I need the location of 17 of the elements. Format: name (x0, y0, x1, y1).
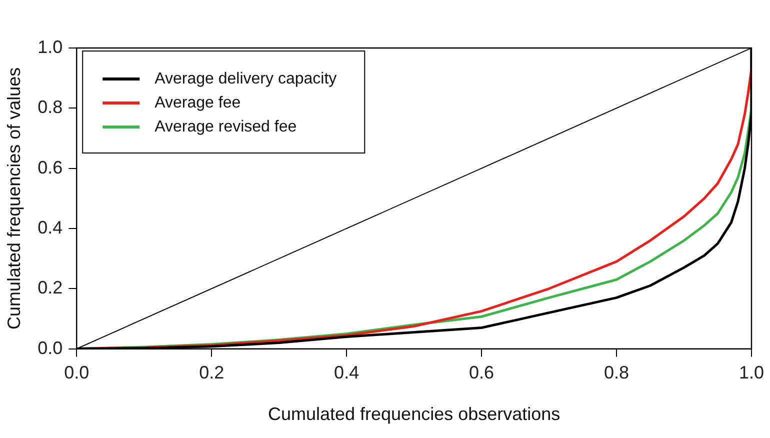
y-tick-label: 1.0 (38, 36, 63, 57)
x-tick-label: 0.8 (604, 362, 630, 383)
x-tick-label: 0.4 (334, 362, 360, 383)
legend-label: Average fee (154, 94, 241, 112)
legend-label: Average revised fee (154, 118, 297, 136)
legend-label: Average delivery capacity (154, 70, 337, 88)
x-tick-label: 1.0 (738, 362, 764, 383)
y-tick-label: 0.2 (38, 278, 63, 298)
x-tick-label: 0.2 (199, 362, 224, 383)
x-tick-label: 0.6 (469, 362, 494, 383)
y-tick-label: 0.0 (38, 338, 63, 358)
x-tick-label: 0.0 (64, 362, 90, 383)
y-tick-label: 0.4 (38, 217, 63, 238)
x-axis-title: Cumulated frequencies observations (268, 404, 560, 424)
y-axis-title: Cumulated frequencies of values (4, 67, 24, 330)
y-tick-label: 0.8 (38, 97, 63, 118)
y-tick-label: 0.6 (38, 157, 63, 178)
